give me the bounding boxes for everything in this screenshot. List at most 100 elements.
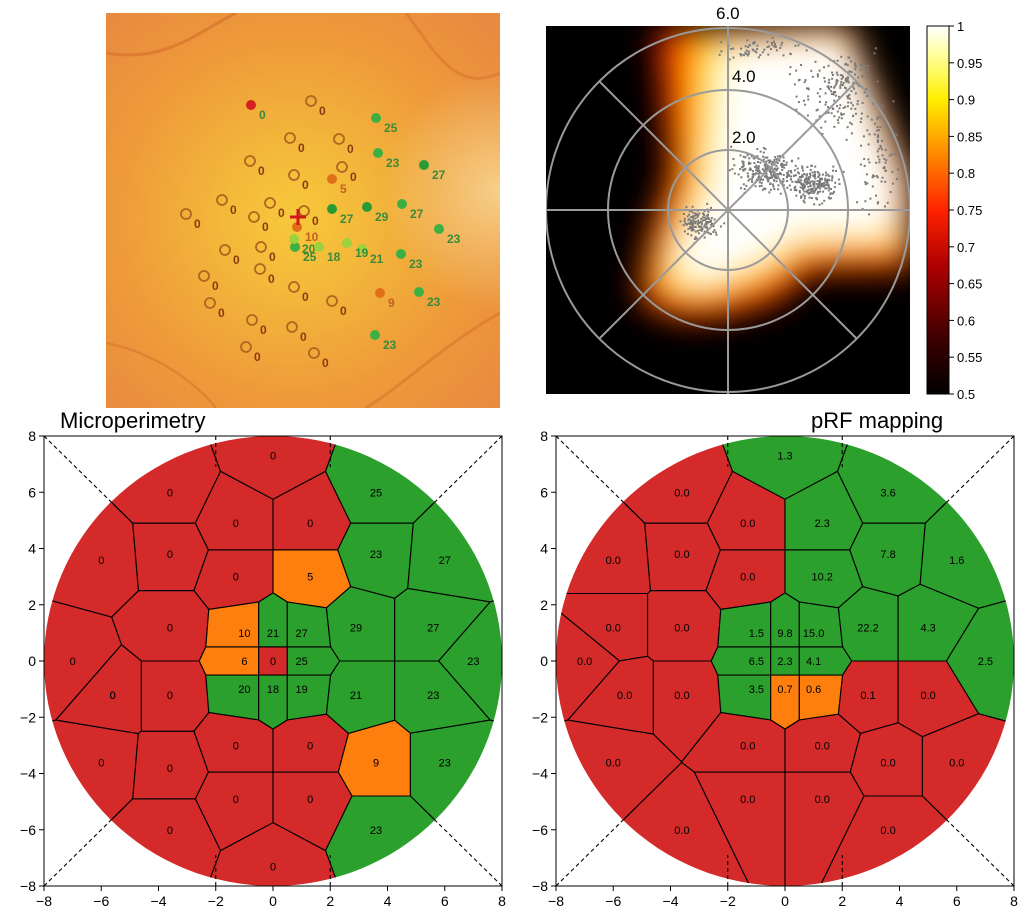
- cell-value: 2.3: [777, 656, 792, 668]
- prf-point: [825, 172, 827, 174]
- prf-point: [815, 61, 817, 63]
- x-tick-label: 8: [498, 893, 506, 909]
- prf-point: [830, 86, 832, 88]
- prf-point: [864, 165, 866, 167]
- prf-point: [752, 49, 754, 51]
- x-tick-label: 0: [781, 893, 789, 909]
- prf-point: [877, 141, 879, 143]
- prf-point: [771, 42, 773, 44]
- prf-point: [883, 158, 885, 160]
- cell-value: 0: [233, 572, 239, 584]
- prf-point: [875, 195, 877, 197]
- prf-point: [882, 154, 884, 156]
- prf-point: [840, 56, 842, 58]
- prf-point: [745, 185, 747, 187]
- prf-point: [826, 183, 828, 185]
- prf-point: [847, 97, 849, 99]
- prf-point: [789, 185, 791, 187]
- prf-point: [805, 79, 807, 81]
- prf-point: [786, 180, 788, 182]
- cell-value: 0: [307, 794, 313, 806]
- prf-point: [773, 41, 775, 43]
- prf-point: [783, 54, 785, 56]
- prf-point: [758, 168, 760, 170]
- prf-point: [795, 174, 797, 176]
- y-tick-label: −6: [20, 822, 36, 838]
- prf-point: [823, 200, 825, 202]
- prf-point: [878, 129, 880, 131]
- prf-point: [807, 179, 809, 181]
- cell-value: 0: [70, 656, 76, 668]
- prf-point: [874, 123, 876, 125]
- prf-point: [747, 176, 749, 178]
- prf-point: [825, 101, 827, 103]
- prf-point: [768, 191, 770, 193]
- prf-point: [762, 51, 764, 53]
- cell-value: 0.0: [674, 622, 689, 634]
- prf-point: [762, 156, 764, 158]
- stimulus-value-11: 0: [230, 203, 237, 217]
- prf-point: [772, 184, 774, 186]
- cell-value: 3.5: [749, 684, 764, 696]
- prf-point: [773, 188, 775, 190]
- prf-point: [690, 222, 692, 224]
- prf-point: [821, 178, 823, 180]
- prf-point: [789, 73, 791, 75]
- prf-point: [891, 153, 893, 155]
- prf-point: [787, 175, 789, 177]
- prf-point: [855, 113, 857, 115]
- polar-r-label-6: 6.0: [716, 4, 740, 23]
- cell-value: 2.3: [815, 518, 830, 530]
- prf-point: [808, 189, 810, 191]
- prf-point: [706, 203, 708, 205]
- cell-value: 0: [270, 656, 276, 668]
- prf-point: [772, 37, 774, 39]
- prf-point: [794, 169, 796, 171]
- x-tick-label: −4: [151, 893, 167, 909]
- y-tick-label: −2: [20, 709, 36, 725]
- prf-point: [836, 72, 838, 74]
- prf-point: [809, 173, 811, 175]
- cell-value: 6.5: [749, 656, 764, 668]
- prf-point: [876, 130, 878, 132]
- prf-point: [819, 187, 821, 189]
- prf-point: [897, 169, 899, 171]
- prf-point: [895, 134, 897, 136]
- prf-point: [820, 127, 822, 129]
- prf-point: [749, 169, 751, 171]
- cell-value: 2.5: [978, 656, 993, 668]
- prf-point: [813, 203, 815, 205]
- colorbar-tick-label: 0.55: [957, 350, 982, 365]
- y-tick-label: 6: [28, 484, 36, 500]
- prf-point: [743, 170, 745, 172]
- prf-point: [868, 143, 870, 145]
- cell-value: 0.0: [606, 757, 621, 769]
- prf-point: [815, 188, 817, 190]
- prf-point: [694, 212, 696, 214]
- prf-point: [700, 226, 702, 228]
- prf-point: [855, 65, 857, 67]
- prf-point: [769, 160, 771, 162]
- cell-value: 0: [307, 518, 313, 530]
- prf-point: [860, 145, 862, 147]
- prf-point: [768, 162, 770, 164]
- prf-point: [807, 186, 809, 188]
- prf-point: [687, 233, 689, 235]
- prf-point: [692, 228, 694, 230]
- prf-point: [883, 167, 885, 169]
- x-tick-label: −2: [208, 893, 224, 909]
- prf-point: [777, 156, 779, 158]
- prf-point: [836, 80, 838, 82]
- prf-point: [860, 118, 862, 120]
- prf-point: [766, 157, 768, 159]
- prf-point: [877, 116, 879, 118]
- prf-point: [794, 187, 796, 189]
- cell-value: 9.8: [777, 628, 792, 640]
- prf-point: [758, 56, 760, 58]
- prf-point: [865, 72, 867, 74]
- prf-point: [825, 104, 827, 106]
- y-tick-label: −8: [20, 878, 36, 894]
- prf-point: [690, 216, 692, 218]
- prf-point: [809, 185, 811, 187]
- prf-point: [861, 113, 863, 115]
